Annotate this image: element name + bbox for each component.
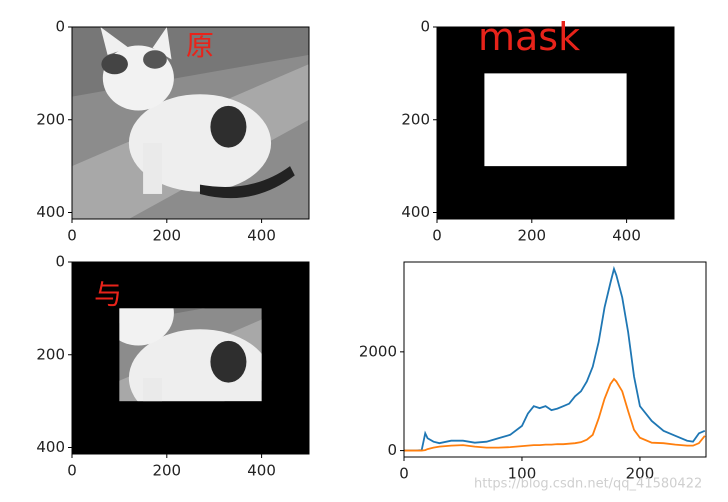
x-tick-label: 0 [399,465,409,483]
x-tick-label: 400 [247,227,276,245]
x-tick-label: 400 [247,462,276,480]
line [404,265,706,452]
y-tick-label: 400 [401,203,430,221]
axes-frame [403,261,707,458]
y-tick-label: 200 [401,110,430,128]
x-tick-label: 200 [517,227,546,245]
x-tick-label: 200 [626,465,655,483]
y-tick-label: 200 [36,110,65,128]
line [404,377,706,452]
annotation: 原 [186,29,214,62]
x-tick-label: 0 [432,227,442,245]
x-tick-label: 200 [152,227,181,245]
axes-frame [436,26,675,220]
y-tick-label: 200 [36,345,65,363]
y-tick-label: 400 [36,438,65,456]
x-tick-label: 100 [508,465,537,483]
y-tick-label: 0 [420,18,430,36]
annotation: 与 [94,278,122,311]
x-tick-label: 200 [152,462,181,480]
x-tick-label: 0 [67,462,77,480]
watermark: https://blog.csdn.net/qq_41580422 [474,477,702,492]
axes-frame [71,26,310,220]
y-tick-label: 2000 [359,342,397,360]
y-tick-label: 0 [387,441,397,459]
y-tick-label: 0 [55,253,65,271]
axes-frame [71,261,310,455]
mask-region [484,73,627,167]
y-tick-label: 0 [55,18,65,36]
x-tick-label: 400 [612,227,641,245]
annotation: mask [478,15,580,59]
x-tick-label: 0 [67,227,77,245]
y-tick-label: 400 [36,203,65,221]
